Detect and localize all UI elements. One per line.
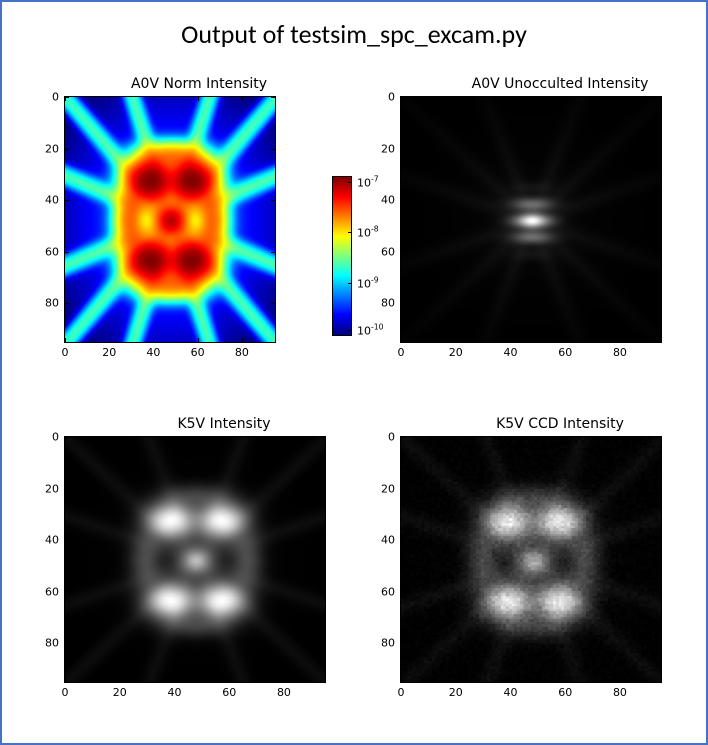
- axes: 020406080020406080: [64, 96, 276, 343]
- x-tick-label: 60: [222, 686, 236, 699]
- y-tick-label: 40: [31, 534, 59, 547]
- x-tick-label: 40: [167, 686, 181, 699]
- y-tick-label: 60: [367, 585, 395, 598]
- x-tick-label: 60: [558, 346, 572, 359]
- y-tick-label: 0: [31, 91, 59, 104]
- y-tick-label: 20: [367, 482, 395, 495]
- x-tick-label: 60: [558, 686, 572, 699]
- axes: 020406080020406080: [64, 436, 326, 683]
- y-tick-label: 80: [367, 297, 395, 310]
- x-tick-label: 0: [398, 346, 405, 359]
- x-tick-label: 0: [62, 686, 69, 699]
- y-tick-label: 80: [367, 637, 395, 650]
- y-tick-label: 80: [31, 637, 59, 650]
- x-tick-label: 80: [613, 346, 627, 359]
- x-tick-label: 80: [277, 686, 291, 699]
- y-tick-label: 60: [31, 585, 59, 598]
- axes: 020406080020406080: [400, 436, 662, 683]
- plot-title: K5V Intensity: [64, 416, 384, 432]
- x-tick-label: 20: [102, 346, 116, 359]
- panel-ccd-intensity: K5V CCD Intensity 020406080020406080: [400, 436, 708, 721]
- x-tick-label: 40: [503, 346, 517, 359]
- y-tick-label: 20: [31, 142, 59, 155]
- y-tick-label: 20: [31, 482, 59, 495]
- y-tick-label: 40: [31, 194, 59, 207]
- heatmap-image: [65, 437, 325, 682]
- y-tick-label: 0: [31, 431, 59, 444]
- x-tick-label: 80: [613, 686, 627, 699]
- y-tick-label: 20: [367, 142, 395, 155]
- panel-unocculted-intensity: A0V Unocculted Intensity 020406080020406…: [400, 96, 708, 381]
- heatmap-image: [65, 97, 275, 342]
- colorbar-tick-label: 10-8: [357, 225, 379, 240]
- y-tick-label: 0: [367, 91, 395, 104]
- colorbar-tick-label: 10-7: [357, 174, 379, 189]
- subplot-grid: A0V Norm Intensity 020406080020406080 10…: [20, 60, 688, 721]
- colorbar: 10-710-810-910-10: [332, 176, 352, 336]
- x-tick-label: 0: [62, 346, 69, 359]
- y-tick-label: 40: [367, 194, 395, 207]
- colorbar-tick-label: 10-10: [357, 323, 384, 338]
- colorbar-gradient: [333, 177, 351, 335]
- x-tick-label: 40: [146, 346, 160, 359]
- y-tick-label: 60: [367, 245, 395, 258]
- colorbar-tick-label: 10-9: [357, 276, 379, 291]
- x-tick-label: 20: [449, 686, 463, 699]
- y-tick-label: 0: [367, 431, 395, 444]
- plot-title: K5V CCD Intensity: [400, 416, 708, 432]
- heatmap-image: [401, 97, 661, 342]
- x-tick-label: 0: [398, 686, 405, 699]
- x-tick-label: 40: [503, 686, 517, 699]
- x-tick-label: 20: [449, 346, 463, 359]
- y-tick-label: 40: [367, 534, 395, 547]
- plot-title: A0V Unocculted Intensity: [400, 76, 708, 92]
- y-tick-label: 60: [31, 245, 59, 258]
- plot-title: A0V Norm Intensity: [64, 76, 334, 92]
- figure-frame: Output of testsim_spc_excam.py A0V Norm …: [0, 0, 708, 745]
- axes: 020406080020406080: [400, 96, 662, 343]
- x-tick-label: 20: [113, 686, 127, 699]
- heatmap-image: [401, 437, 661, 682]
- x-tick-label: 80: [235, 346, 249, 359]
- panel-k5v-intensity: K5V Intensity 020406080020406080: [64, 436, 384, 721]
- y-tick-label: 80: [31, 297, 59, 310]
- panel-norm-intensity: A0V Norm Intensity 020406080020406080 10…: [64, 96, 334, 381]
- page-title: Output of testsim_spc_excam.py: [20, 18, 688, 50]
- x-tick-label: 60: [191, 346, 205, 359]
